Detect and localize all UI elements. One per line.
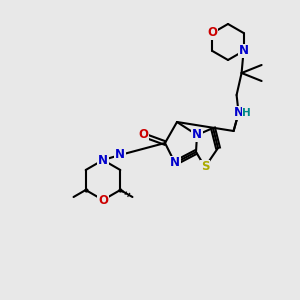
Text: O: O bbox=[98, 194, 108, 206]
Text: N: N bbox=[192, 128, 202, 142]
Text: N: N bbox=[115, 148, 125, 161]
Text: H: H bbox=[242, 108, 251, 118]
Text: O: O bbox=[207, 26, 218, 40]
Text: N: N bbox=[170, 157, 180, 169]
Text: S: S bbox=[201, 160, 209, 173]
Text: N: N bbox=[238, 44, 249, 58]
Text: O: O bbox=[138, 128, 148, 142]
Text: N: N bbox=[234, 106, 244, 119]
Text: N: N bbox=[98, 154, 108, 166]
